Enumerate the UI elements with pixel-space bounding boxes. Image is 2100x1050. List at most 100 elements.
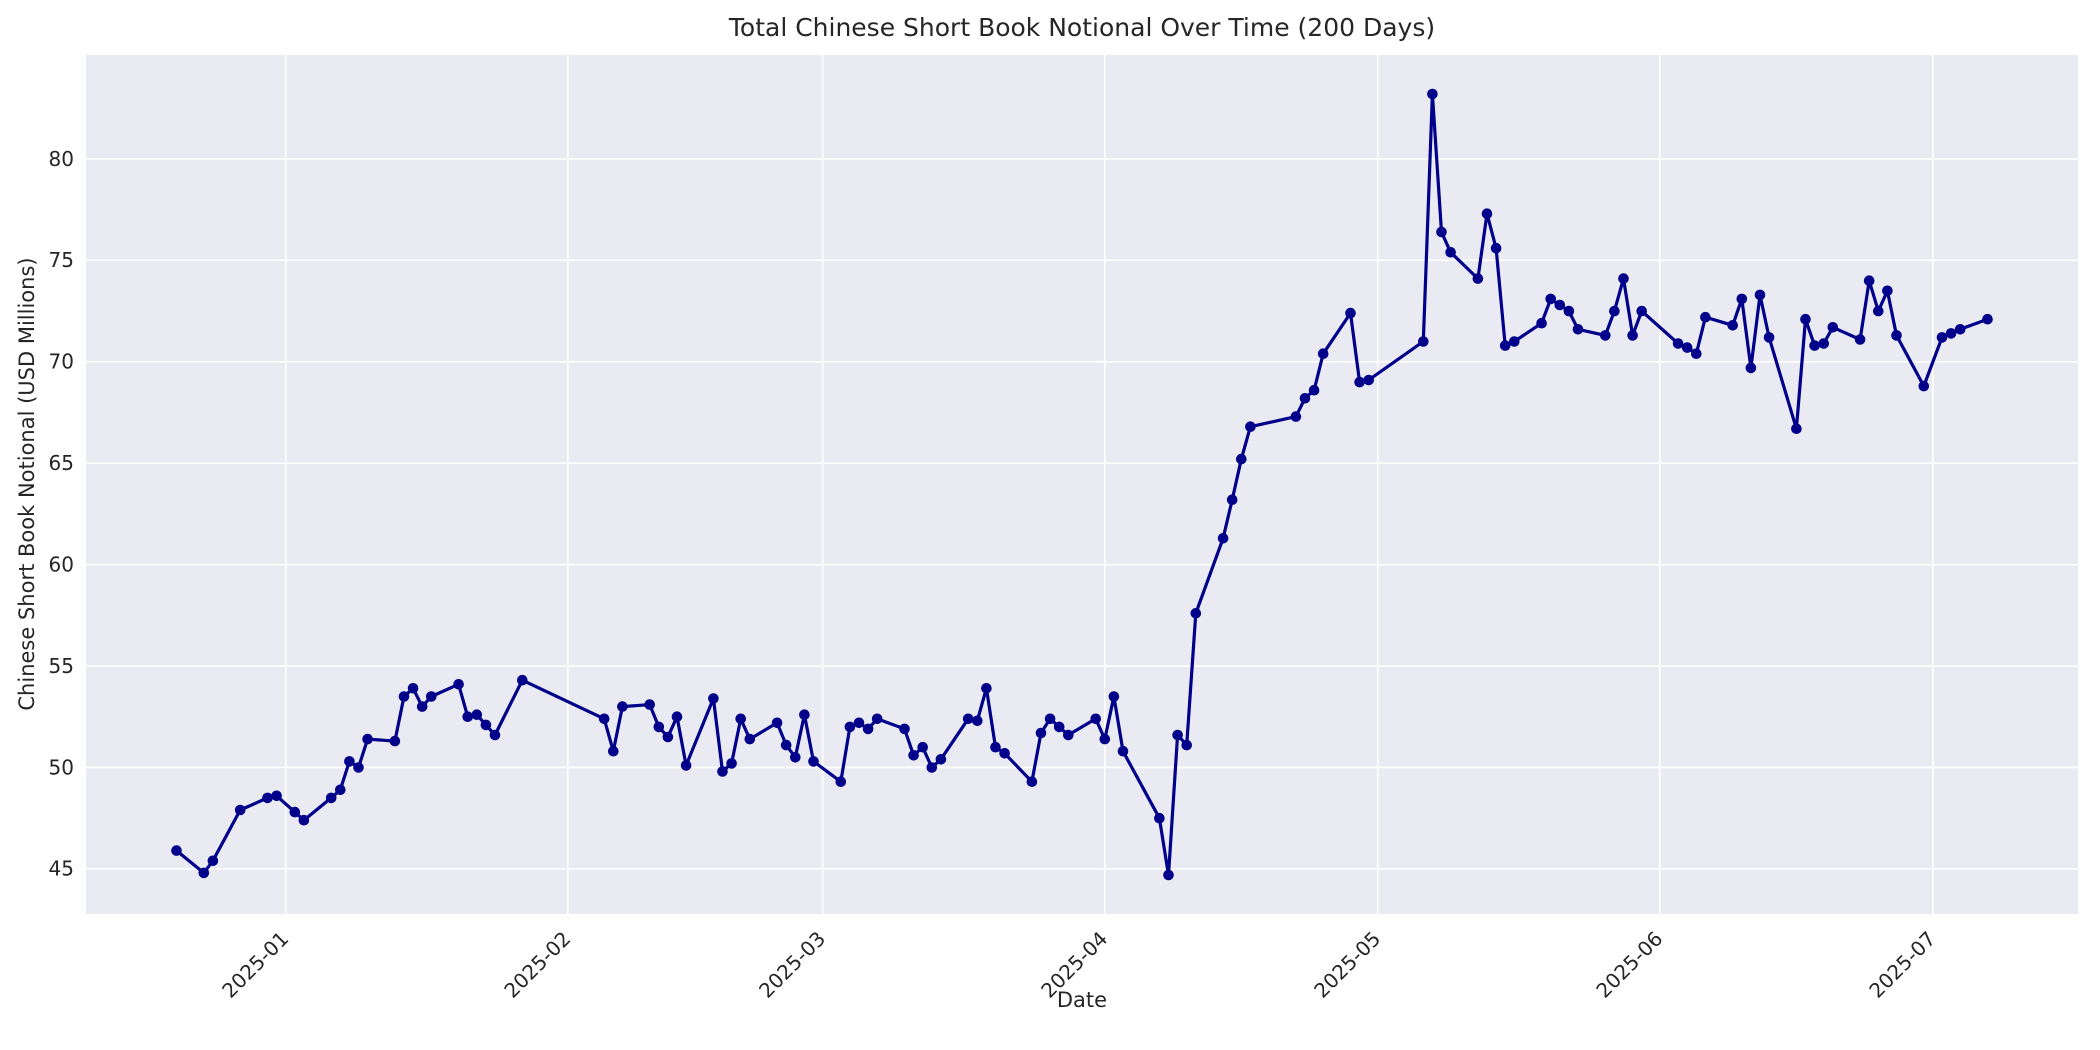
data-point xyxy=(962,713,974,725)
data-point xyxy=(1345,307,1356,319)
data-point xyxy=(617,701,628,712)
data-point xyxy=(1563,305,1575,317)
data-point xyxy=(1618,273,1629,284)
data-point xyxy=(771,717,783,729)
data-point xyxy=(1627,330,1638,341)
data-point xyxy=(1873,305,1884,317)
y-tick-label: 60 xyxy=(49,552,74,576)
data-point xyxy=(1854,334,1866,345)
data-point xyxy=(1509,336,1520,347)
data-point xyxy=(1472,273,1484,284)
data-point xyxy=(744,733,756,745)
data-point xyxy=(972,715,983,727)
data-point xyxy=(1827,322,1839,333)
data-point xyxy=(1809,340,1820,351)
data-point xyxy=(1290,411,1302,422)
data-point xyxy=(453,679,464,690)
data-point xyxy=(1691,348,1702,360)
data-point xyxy=(644,699,655,710)
data-point xyxy=(1427,88,1438,100)
data-point xyxy=(1226,494,1238,506)
data-point xyxy=(1108,691,1120,702)
data-point xyxy=(1745,362,1757,374)
data-point xyxy=(362,733,373,745)
data-point xyxy=(262,792,273,804)
data-point xyxy=(871,713,883,725)
data-point xyxy=(844,721,856,733)
data-point xyxy=(717,766,728,777)
y-tick-label: 65 xyxy=(49,451,74,475)
data-point xyxy=(398,691,410,702)
data-point xyxy=(1181,739,1192,751)
data-point xyxy=(1117,745,1129,757)
data-point xyxy=(990,741,1001,753)
data-point xyxy=(1954,324,1966,335)
data-point xyxy=(517,674,528,686)
data-point xyxy=(808,756,819,767)
data-point xyxy=(1936,332,1948,343)
y-tick-label: 55 xyxy=(49,654,74,678)
data-point xyxy=(1445,247,1456,258)
data-point xyxy=(1026,776,1038,787)
data-point xyxy=(1053,721,1065,733)
data-point xyxy=(608,745,619,757)
data-point xyxy=(1418,336,1429,347)
data-point xyxy=(671,711,683,722)
data-point xyxy=(335,784,346,796)
data-point xyxy=(1945,328,1957,339)
data-point xyxy=(1572,324,1584,335)
data-point xyxy=(1700,311,1711,323)
y-axis-label: Chinese Short Book Notional (USD Million… xyxy=(15,257,39,711)
data-point xyxy=(862,723,874,735)
data-point xyxy=(799,709,810,720)
data-point xyxy=(1863,275,1875,287)
data-point xyxy=(1681,342,1693,353)
data-point xyxy=(790,752,801,763)
y-tick-label: 80 xyxy=(49,147,74,171)
data-point xyxy=(325,792,337,804)
data-point xyxy=(1636,305,1647,317)
data-point xyxy=(899,723,910,735)
data-point xyxy=(1035,727,1047,739)
data-point xyxy=(1490,242,1502,254)
data-point xyxy=(1363,374,1374,386)
data-point xyxy=(735,713,746,725)
data-point xyxy=(1481,208,1493,219)
data-point xyxy=(1172,729,1183,741)
data-point xyxy=(1791,423,1802,435)
data-point xyxy=(1545,293,1556,305)
data-point xyxy=(489,729,501,741)
data-point xyxy=(471,709,483,720)
data-point xyxy=(1245,421,1256,433)
data-point xyxy=(926,762,938,773)
data-point xyxy=(653,721,665,733)
data-point xyxy=(726,758,737,769)
data-point xyxy=(1727,320,1738,331)
data-point xyxy=(1918,380,1930,392)
data-point xyxy=(234,804,246,816)
data-point xyxy=(344,756,355,767)
data-point xyxy=(1044,713,1056,725)
data-point xyxy=(407,683,419,694)
data-point xyxy=(1217,533,1229,544)
data-point xyxy=(1299,393,1311,404)
data-point xyxy=(1499,340,1511,351)
data-point xyxy=(198,867,210,879)
y-tick-label: 70 xyxy=(49,350,74,374)
data-point xyxy=(1436,226,1447,238)
data-point xyxy=(480,719,492,731)
data-point xyxy=(1099,733,1111,745)
data-point xyxy=(708,693,719,704)
data-point xyxy=(1882,285,1893,297)
data-point xyxy=(1354,376,1365,388)
x-axis-label: Date xyxy=(1056,988,1108,1012)
data-point xyxy=(1891,330,1902,341)
data-point xyxy=(1609,305,1620,317)
data-point xyxy=(171,845,182,856)
data-point xyxy=(1800,313,1811,325)
chart-title: Total Chinese Short Book Notional Over T… xyxy=(728,13,1436,42)
data-point xyxy=(981,683,992,694)
y-tick-label: 45 xyxy=(49,857,74,881)
